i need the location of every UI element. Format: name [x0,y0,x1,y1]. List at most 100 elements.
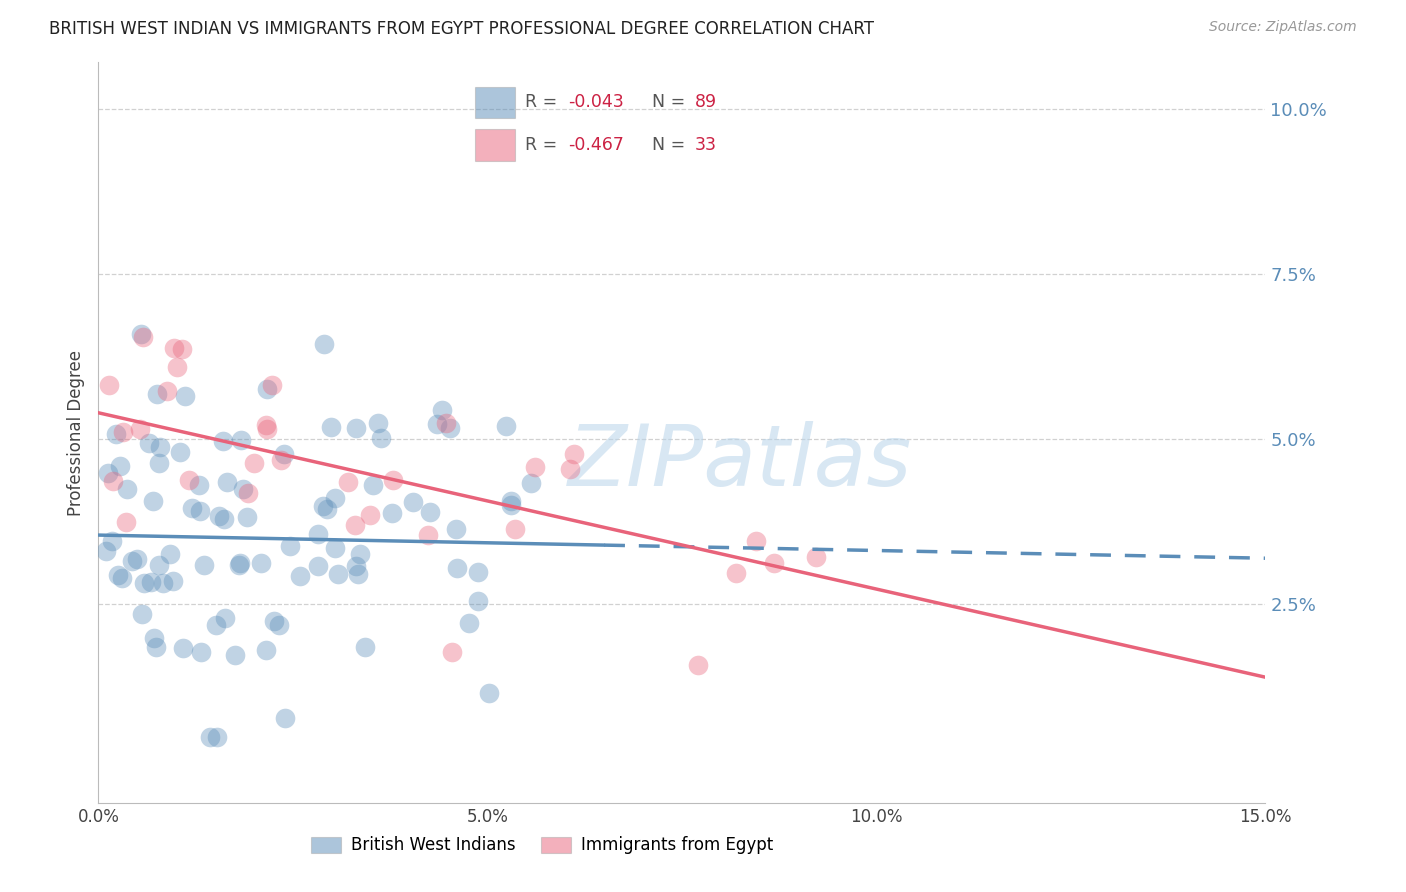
Point [224,648,246,663]
Point [316,502,339,516]
Point [439,420,461,434]
Point [273,447,295,461]
Point [238,486,260,500]
Point [344,421,367,435]
Point [336,475,359,489]
Point [188,478,211,492]
Point [108,459,131,474]
Point [270,453,292,467]
Point [382,473,405,487]
Point [725,566,748,580]
Point [101,475,124,489]
Point [319,420,342,434]
Point [558,462,581,476]
Point [169,444,191,458]
Point [111,571,134,585]
Point [115,515,138,529]
Point [131,607,153,622]
Point [370,431,392,445]
Point [115,483,138,497]
Point [139,574,162,589]
Point [180,500,202,515]
Text: BRITISH WEST INDIAN VS IMMIGRANTS FROM EGYPT PROFESSIONAL DEGREE CORRELATION CHA: BRITISH WEST INDIAN VS IMMIGRANTS FROM E… [49,20,875,37]
Point [346,567,368,582]
Point [159,547,181,561]
Point [97,467,120,481]
Point [129,326,152,341]
Point [177,474,200,488]
Point [250,556,273,570]
Point [323,541,346,555]
Point [172,640,194,655]
Point [326,566,349,581]
Point [343,518,366,533]
Point [762,556,785,570]
Y-axis label: Professional Degree: Professional Degree [67,350,86,516]
Point [440,645,463,659]
Point [214,512,236,526]
Point [138,435,160,450]
Point [127,552,149,566]
Point [236,509,259,524]
Point [132,330,155,344]
Point [314,337,336,351]
Point [381,506,404,520]
Point [278,539,301,553]
Point [212,434,235,448]
Point [434,416,457,430]
Text: Source: ZipAtlas.com: Source: ZipAtlas.com [1209,20,1357,34]
Point [105,426,128,441]
Point [229,434,252,448]
Point [495,418,517,433]
Point [101,534,124,549]
Point [174,389,197,403]
Point [190,645,212,659]
Point [243,456,266,470]
Point [155,384,177,398]
Point [145,640,167,655]
Point [166,359,188,374]
Point [198,730,221,744]
Point [229,556,252,570]
Point [307,527,329,541]
Point [163,341,186,355]
Point [323,491,346,505]
Point [419,505,441,519]
Point [208,509,231,524]
Point [145,386,167,401]
Point [499,494,522,508]
Point [256,382,278,396]
Point [520,475,543,490]
Point [430,403,453,417]
Point [269,618,291,632]
Point [98,377,121,392]
Point [562,447,585,461]
Point [96,544,118,558]
Point [107,567,129,582]
Point [686,658,709,673]
Point [349,547,371,561]
Point [215,475,238,490]
Point [478,686,501,700]
Point [152,576,174,591]
Point [458,615,481,630]
Point [172,342,194,356]
Point [254,417,277,432]
Point [402,495,425,509]
Point [745,534,768,549]
Point [416,528,439,542]
Point [804,550,827,565]
Point [344,559,367,574]
Point [524,460,547,475]
Point [467,565,489,579]
Point [359,508,381,522]
Point [205,730,228,744]
Point [273,710,295,724]
Point [214,610,236,624]
Legend: British West Indians, Immigrants from Egypt: British West Indians, Immigrants from Eg… [304,830,779,861]
Point [290,569,312,583]
Point [444,522,467,536]
Point [148,456,170,470]
Point [367,416,389,430]
Point [121,553,143,567]
